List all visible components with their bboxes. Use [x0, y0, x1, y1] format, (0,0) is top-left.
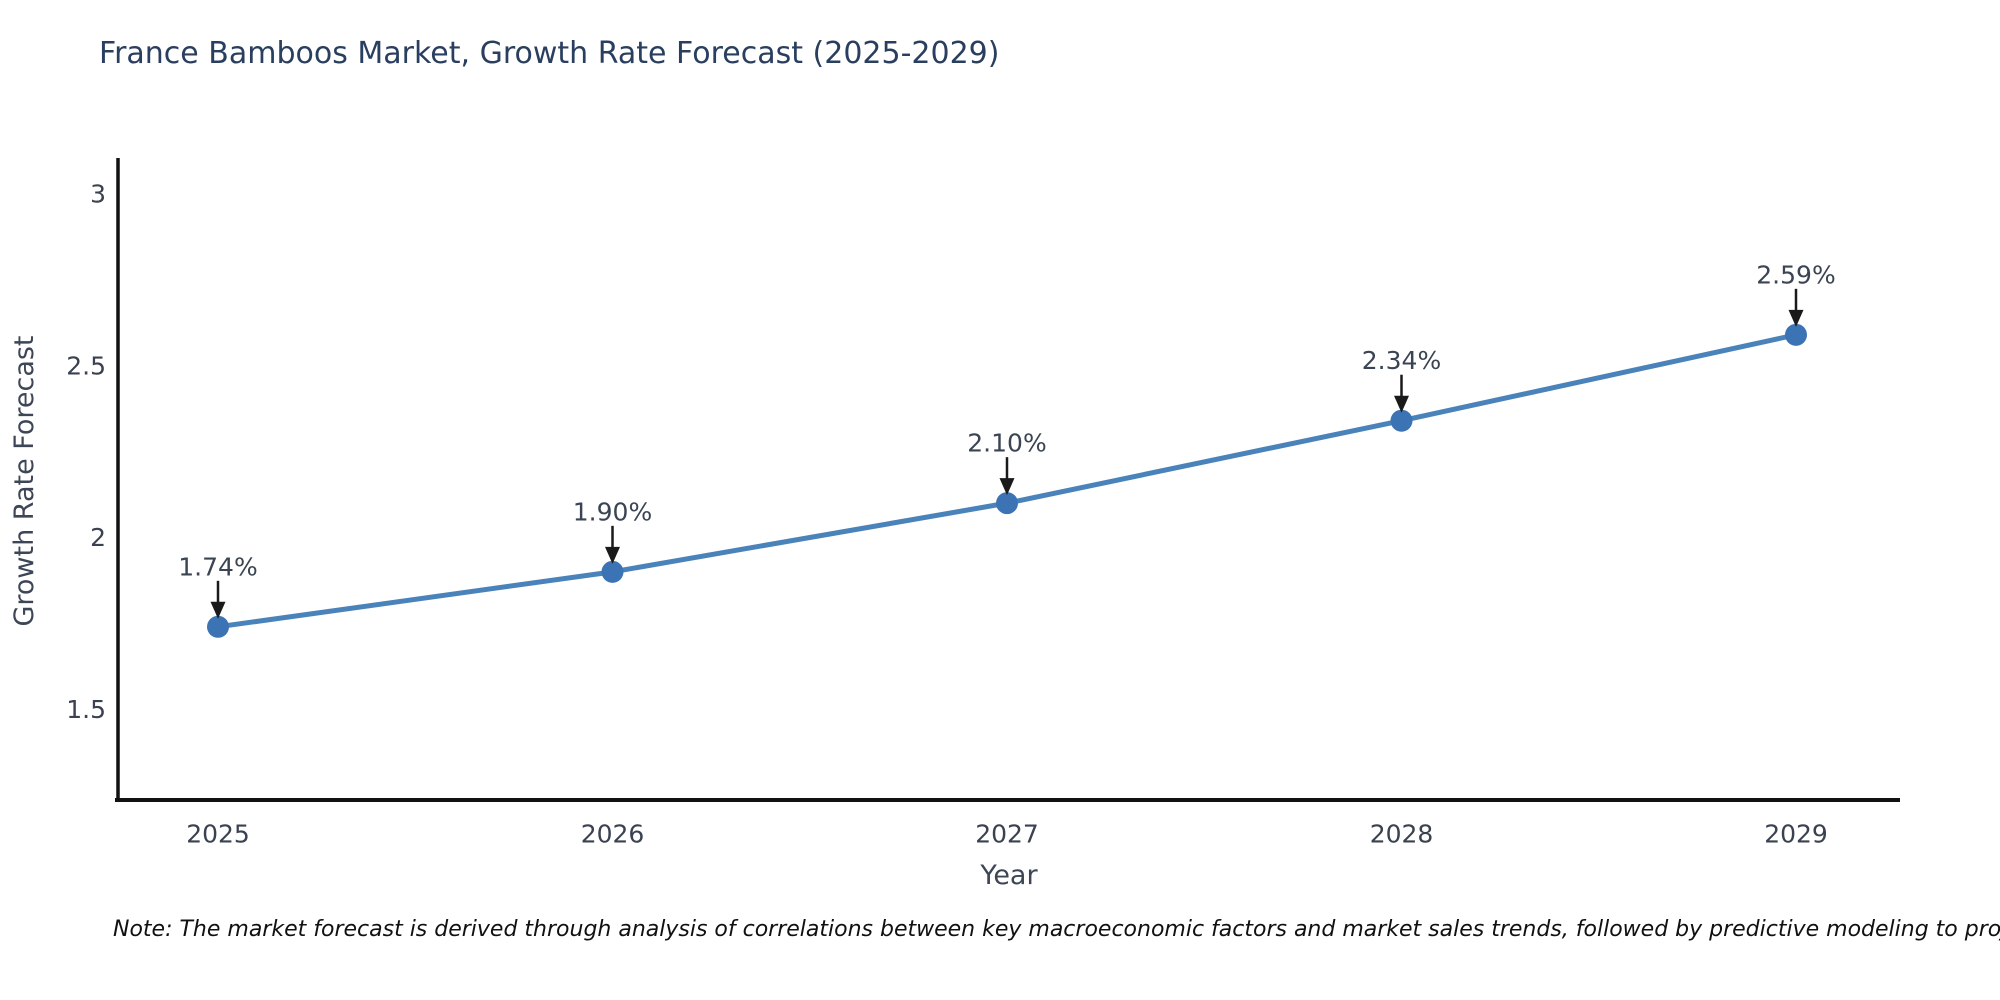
data-point [996, 492, 1018, 515]
chart-title: France Bamboos Market, Growth Rate Forec… [99, 36, 1000, 71]
annotation-label: 2.59% [1756, 260, 1835, 289]
y-tick-label: 3 [90, 180, 106, 209]
x-tick-label: 2027 [975, 820, 1039, 849]
annotation-label: 1.74% [178, 552, 257, 581]
x-tick-label: 2028 [1370, 820, 1434, 849]
data-point [601, 560, 624, 583]
annotation-arrow-head [605, 546, 620, 564]
annotation-arrow-head [1394, 395, 1409, 413]
data-point [1390, 409, 1413, 432]
x-tick-label: 2026 [581, 820, 645, 849]
x-tick-label: 2029 [1764, 820, 1828, 849]
y-tick-label: 2 [90, 523, 106, 552]
y-tick-label: 1.5 [66, 695, 106, 724]
data-point [1785, 323, 1807, 346]
annotation-label: 2.34% [1362, 346, 1441, 375]
annotation-label: 1.90% [573, 497, 652, 526]
y-tick-label: 2.5 [66, 351, 106, 380]
annotation-arrow-head [999, 478, 1015, 496]
annotation-label: 2.10% [967, 429, 1046, 458]
annotation-arrow-head [1788, 309, 1804, 327]
x-axis-title: Year [980, 860, 1038, 891]
data-point [207, 615, 229, 638]
x-tick-label: 2025 [186, 820, 250, 849]
footnote: Note: The market forecast is derived thr… [113, 917, 2000, 942]
annotation-arrow-head [210, 601, 226, 619]
